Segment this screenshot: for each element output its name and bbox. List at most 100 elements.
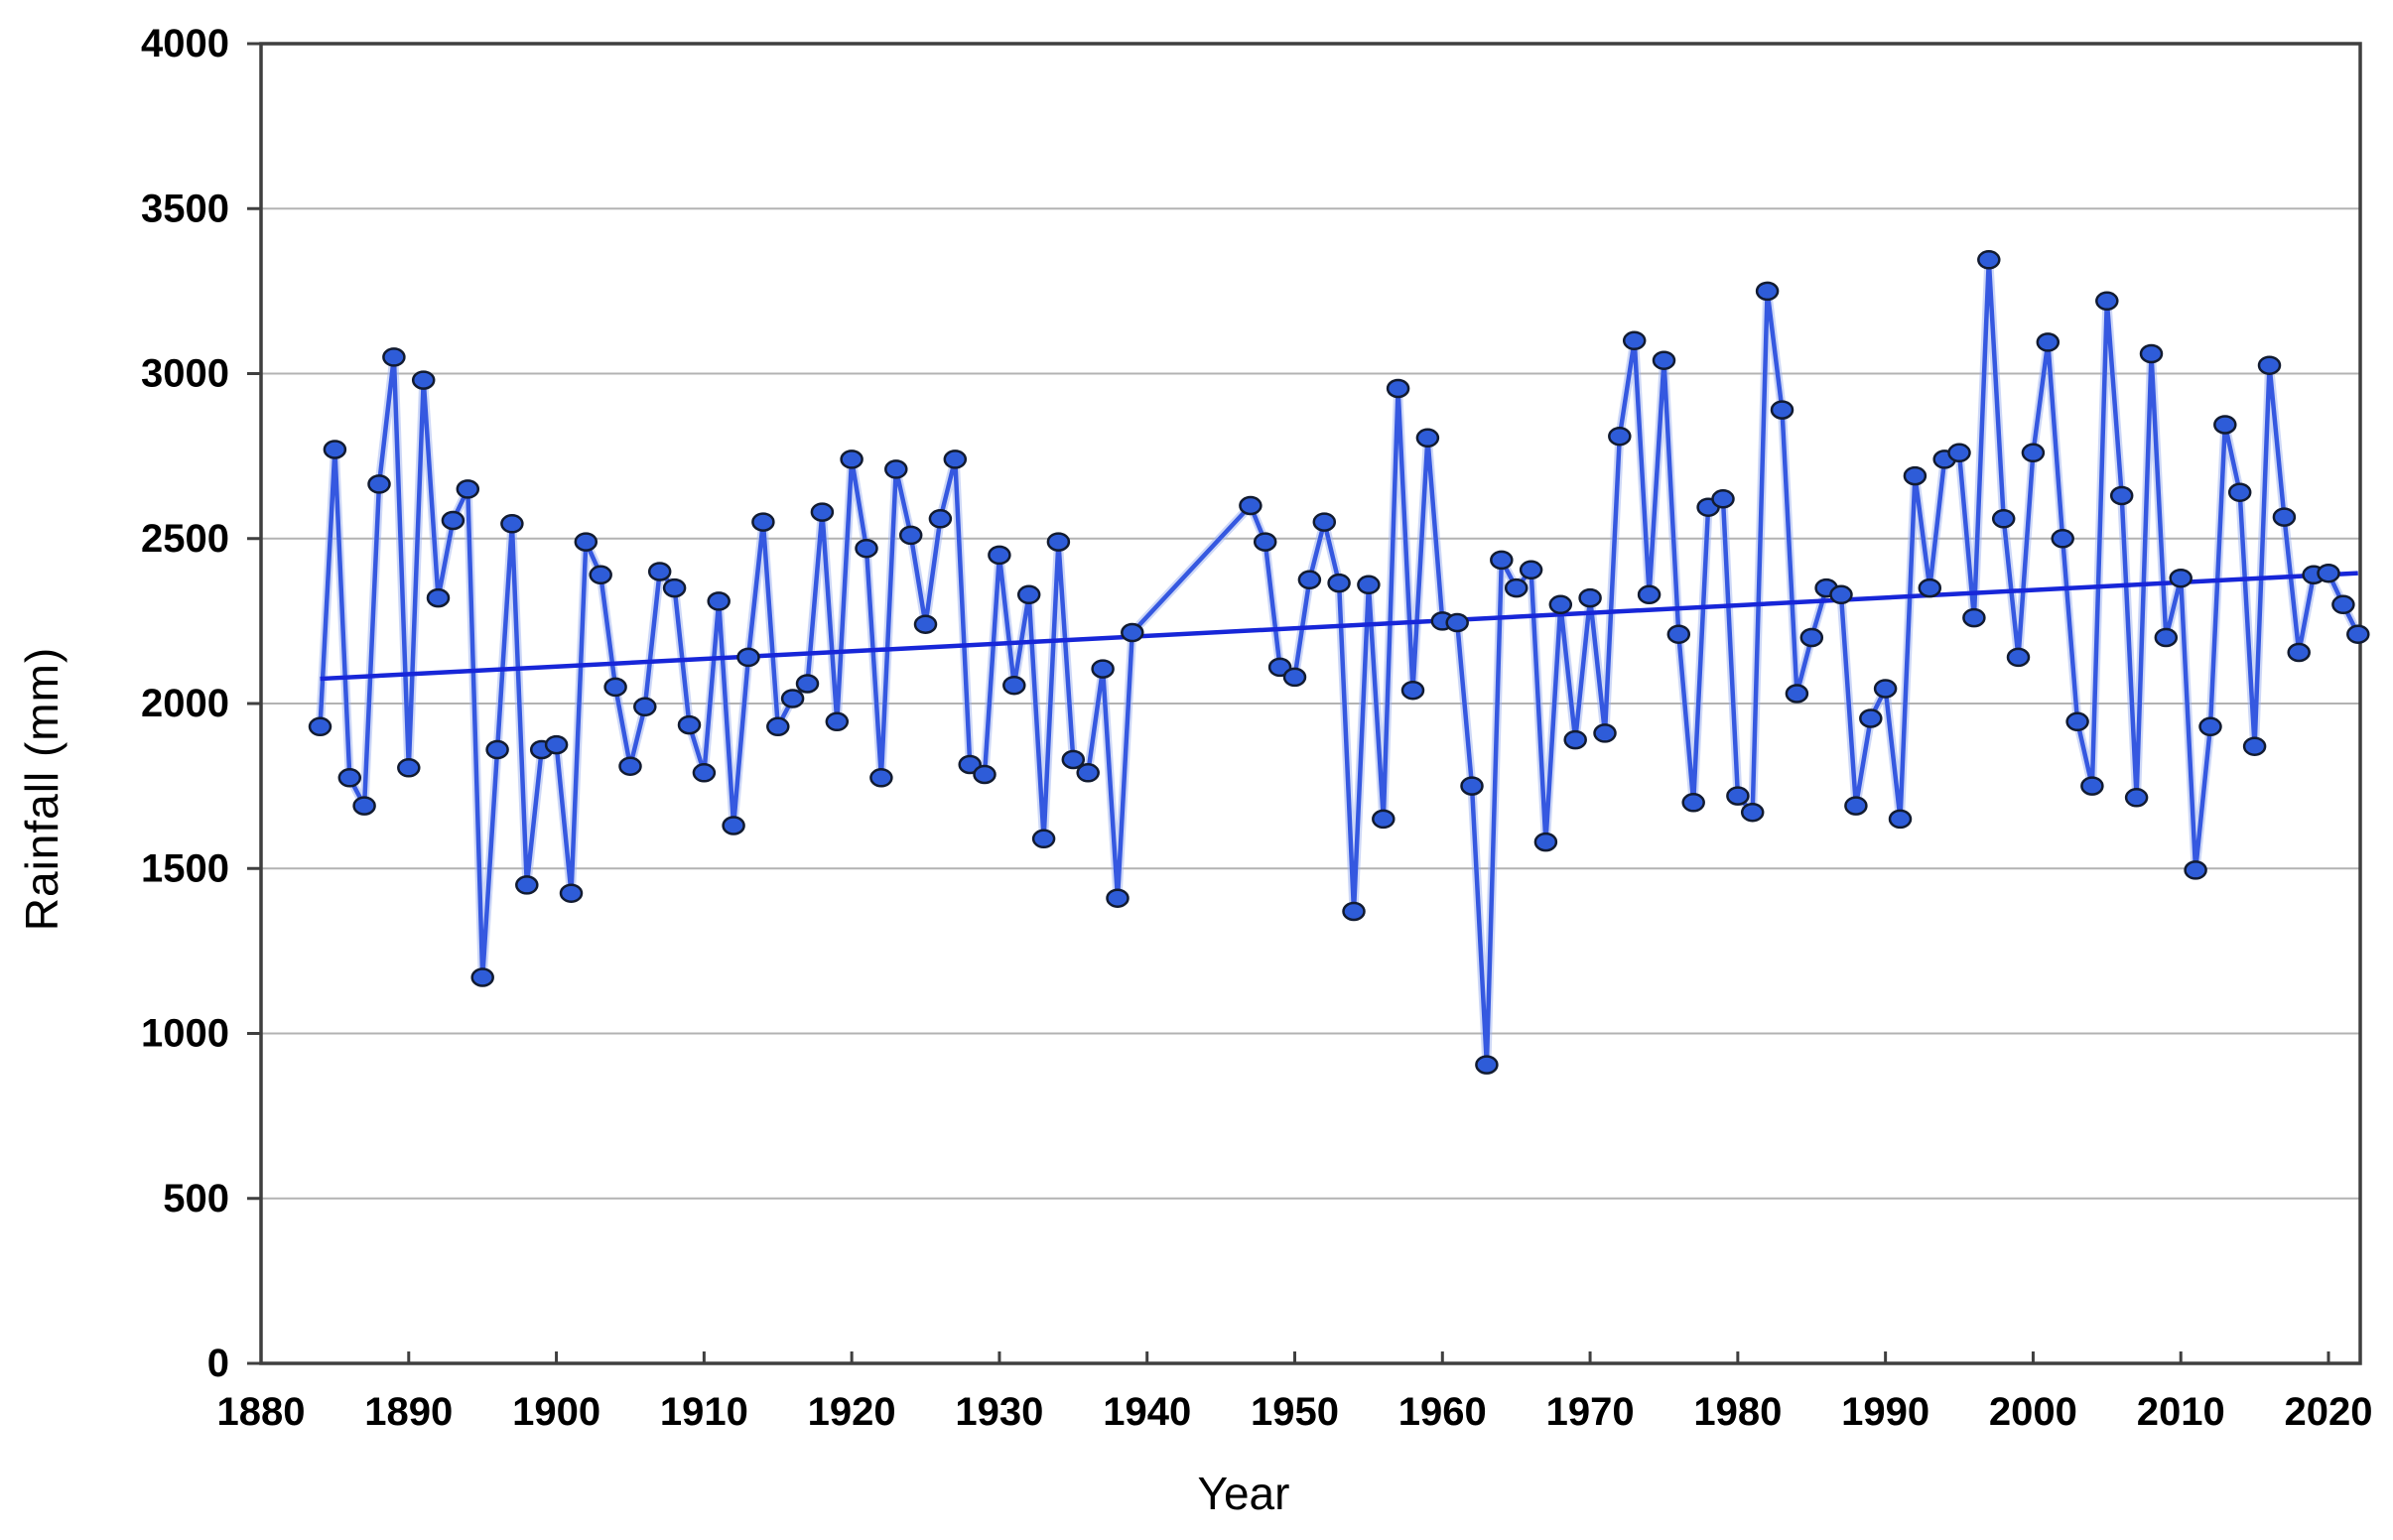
data-point-marker [1504, 578, 1529, 598]
data-point-marker [456, 479, 480, 499]
x-tick-label: 1900 [512, 1390, 600, 1434]
data-point-marker [367, 474, 391, 494]
data-point-marker [1755, 281, 1780, 302]
x-tick-label: 1960 [1398, 1390, 1487, 1434]
data-point-marker [1312, 512, 1337, 532]
data-point-marker [1076, 763, 1100, 783]
data-point-marker [2021, 443, 2046, 463]
data-point-marker [736, 647, 760, 668]
data-point-marker [1666, 624, 1691, 644]
data-point-marker [1903, 465, 1928, 486]
data-point-marker [308, 716, 332, 737]
data-point-marker [559, 883, 584, 903]
data-point-marker [1785, 684, 1809, 704]
data-point-marker [1533, 832, 1558, 852]
data-point-marker [1726, 786, 1750, 806]
data-point-marker [928, 509, 953, 529]
data-point-marker [1918, 578, 1942, 598]
data-point-marker [2317, 563, 2340, 583]
data-point-marker [1016, 584, 1041, 605]
data-point-marker [662, 578, 687, 598]
data-point-marker [500, 514, 524, 534]
data-point-marker [1002, 675, 1026, 696]
data-point-marker [1282, 667, 1307, 688]
data-point-marker [382, 347, 406, 367]
data-point-marker [1962, 607, 1986, 628]
data-point-marker [1977, 250, 2001, 270]
data-point-marker [2065, 711, 2089, 732]
data-point-marker [1342, 901, 1366, 922]
data-point-marker [692, 763, 717, 783]
x-tick-label: 2000 [1989, 1390, 2077, 1434]
data-point-marker [1253, 532, 1277, 552]
data-point-marker [1578, 587, 1602, 608]
data-point-marker [647, 562, 672, 581]
data-point-marker [1740, 802, 1765, 823]
x-tick-label: 1990 [1841, 1390, 1929, 1434]
data-point-marker [1947, 443, 1971, 463]
data-point-marker [958, 754, 982, 775]
data-point-marker [2227, 482, 2252, 502]
data-point-marker [1548, 594, 1573, 615]
data-point-marker [943, 449, 968, 469]
data-point-marker [988, 545, 1011, 566]
x-tick-label: 1940 [1103, 1390, 1191, 1434]
data-point-marker [707, 591, 731, 611]
data-point-marker [1400, 680, 1425, 701]
data-point-marker [1031, 829, 1056, 849]
data-point-marker [1297, 570, 1322, 590]
x-tick-label: 1910 [660, 1390, 748, 1434]
data-point-marker [1046, 532, 1071, 552]
data-point-marker [1327, 573, 1351, 593]
data-point-marker [2287, 642, 2311, 663]
data-point-marker [780, 689, 805, 708]
data-point-marker [1608, 426, 1632, 447]
data-point-marker [1239, 495, 1263, 516]
x-tick-label: 1880 [217, 1390, 306, 1434]
data-point-marker [1357, 575, 1381, 595]
data-point-marker [1637, 584, 1662, 605]
data-point-marker [574, 532, 598, 552]
data-point-marker [1844, 796, 1868, 816]
data-point-marker [470, 967, 494, 987]
data-point-marker [2095, 291, 2119, 312]
data-point-marker [898, 525, 923, 546]
data-point-marker [1622, 330, 1647, 351]
data-point-marker [766, 716, 790, 737]
data-point-marker [722, 816, 745, 835]
x-tick-label: 1890 [364, 1390, 453, 1434]
y-tick-label: 0 [207, 1342, 229, 1385]
y-tick-label: 1500 [141, 846, 229, 890]
data-point-marker [337, 768, 362, 788]
y-tick-label: 2500 [141, 517, 229, 561]
data-point-marker [1711, 489, 1735, 509]
data-point-marker [618, 756, 642, 776]
y-axis-title: Rainfall (mm) [16, 646, 67, 932]
data-point-marker [1991, 509, 2016, 529]
data-point-marker [2184, 860, 2207, 880]
data-point-marker [869, 768, 893, 788]
data-point-marker [1770, 400, 1795, 420]
data-point-marker [1106, 888, 1130, 908]
x-tick-label: 1930 [955, 1390, 1043, 1434]
data-point-marker [323, 440, 347, 459]
data-point-marker [1519, 560, 1543, 580]
data-point-marker [2124, 788, 2149, 808]
data-point-marker [1593, 723, 1617, 743]
data-point-marker [1372, 809, 1396, 830]
data-point-marker [1490, 550, 1514, 571]
data-point-marker [397, 758, 421, 778]
data-point-marker [2036, 332, 2061, 352]
x-tick-label: 2010 [2137, 1390, 2225, 1434]
y-tick-label: 4000 [141, 22, 229, 65]
data-point-marker [795, 674, 820, 694]
data-point-marker [2242, 736, 2267, 756]
data-point-marker [1681, 793, 1705, 813]
data-point-marker [2080, 776, 2104, 796]
data-point-marker [1445, 612, 1469, 633]
y-tick-label: 3000 [141, 352, 229, 396]
data-point-marker [352, 796, 376, 816]
data-point-marker [884, 459, 908, 479]
data-point-marker [2139, 343, 2164, 364]
data-point-marker [2272, 507, 2297, 527]
